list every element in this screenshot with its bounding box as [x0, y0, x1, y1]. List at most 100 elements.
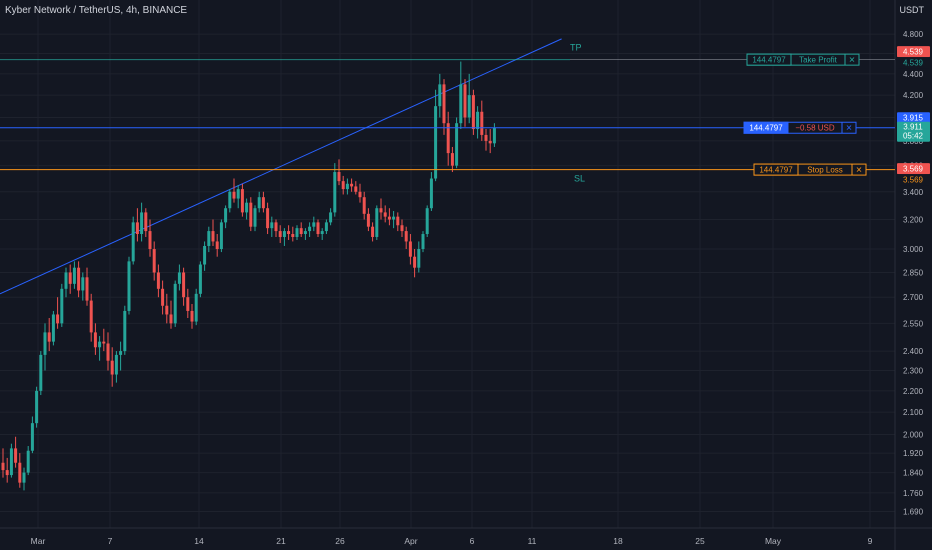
y-tick-label: 1.690	[903, 507, 924, 516]
candle-body	[119, 351, 123, 355]
candle-body	[299, 228, 303, 235]
candle-body	[442, 84, 446, 124]
candle-body	[249, 202, 253, 227]
x-tick-label: 11	[528, 536, 537, 546]
candle-body	[450, 153, 454, 166]
candle-body	[413, 256, 417, 268]
candle-body	[236, 189, 240, 199]
candle-body	[232, 191, 236, 199]
candle-body	[476, 111, 480, 130]
candle-body	[194, 293, 198, 322]
badge-bg	[897, 121, 930, 142]
candle-body	[165, 305, 169, 315]
take-profit-order-label[interactable]: 144.4797 Take Profit ✕	[746, 53, 860, 66]
candle-body	[22, 472, 26, 483]
candle-body	[253, 208, 257, 227]
stop-loss-order-label[interactable]: 144.4797 Stop Loss ✕	[753, 163, 867, 176]
candle-body	[282, 231, 286, 237]
candle-body	[366, 213, 370, 227]
candle-body	[371, 226, 375, 237]
y-tick-label: 3.400	[903, 188, 924, 197]
candle-body	[337, 172, 341, 182]
candle-body	[219, 222, 223, 250]
candle-body	[211, 231, 215, 242]
badge-text: 4.539	[903, 48, 924, 57]
candle-body	[312, 222, 316, 227]
badge-bg	[897, 163, 930, 175]
candle-body	[98, 341, 102, 348]
badge-text: 3.569	[903, 165, 924, 174]
badge-bg	[897, 57, 930, 69]
candle-body	[425, 208, 429, 235]
candle-body	[203, 245, 207, 265]
order-qty: 144.4797	[752, 56, 786, 65]
candle-body	[257, 197, 261, 209]
candle-body	[383, 212, 387, 217]
candle-body	[417, 249, 421, 268]
candle-body	[106, 343, 110, 361]
candle-body	[446, 123, 450, 154]
sl-price-badge: 3.569	[897, 163, 930, 175]
candle-body	[89, 300, 93, 333]
y-tick-label: 2.300	[903, 367, 924, 376]
candle-body	[30, 423, 34, 451]
currency-label: USDT	[899, 5, 925, 15]
close-order-icon[interactable]: ✕	[849, 56, 856, 65]
candle-body	[51, 314, 55, 342]
candle-body	[161, 288, 165, 306]
candle-body	[261, 197, 265, 209]
badge-bg	[897, 174, 930, 186]
candle-body	[324, 222, 328, 232]
x-tick-label: 6	[470, 536, 475, 546]
close-order-icon[interactable]: ✕	[846, 124, 853, 133]
candle-body	[47, 332, 51, 342]
y-tick-label: 4.200	[903, 91, 924, 100]
candle-body	[316, 222, 320, 235]
candle-body	[60, 288, 64, 324]
y-tick-label: 2.100	[903, 408, 924, 417]
sl-level-badge: 3.569	[897, 174, 930, 186]
candle-body	[375, 208, 379, 237]
y-tick-label: 1.840	[903, 469, 924, 478]
candle-body	[9, 448, 13, 476]
badge-bg	[897, 112, 930, 124]
candle-body	[354, 186, 358, 192]
entry-order-label[interactable]: 144.4797 −0.58 USD ✕	[743, 121, 857, 134]
candle-body	[215, 241, 219, 250]
candle-body	[198, 264, 202, 294]
candle-body	[320, 231, 324, 235]
candle-body	[77, 267, 81, 291]
candle-body	[421, 234, 425, 250]
candle-body	[123, 310, 127, 352]
candle-body	[379, 208, 383, 213]
x-tick-label: 21	[276, 536, 286, 546]
x-tick-label: 25	[695, 536, 705, 546]
candle-body	[81, 277, 85, 291]
candle-body	[190, 310, 194, 322]
candle-body	[303, 231, 307, 235]
x-tick-label: 14	[194, 536, 204, 546]
candle-body	[26, 450, 30, 473]
candle-body	[93, 332, 97, 348]
candle-body	[169, 314, 173, 324]
close-order-icon[interactable]: ✕	[856, 166, 863, 175]
candle-body	[270, 222, 274, 229]
y-tick-label: 2.000	[903, 430, 924, 439]
candle-body	[400, 225, 404, 232]
y-tick-label: 2.400	[903, 347, 924, 356]
candle-body	[429, 178, 433, 209]
candle-body	[127, 261, 131, 311]
order-qty-box	[753, 163, 799, 176]
y-tick-label: 2.550	[903, 319, 924, 328]
candle-body	[207, 231, 211, 246]
candle-body	[14, 448, 18, 463]
candle-body	[345, 183, 349, 190]
candle-body	[471, 95, 475, 130]
order-text: Stop Loss	[807, 166, 843, 175]
candle-body	[240, 189, 244, 213]
y-tick-label: 1.920	[903, 449, 924, 458]
candle-body	[392, 216, 396, 220]
y-tick-label: 2.850	[903, 268, 924, 277]
current-price-text: 3.911	[903, 123, 923, 132]
